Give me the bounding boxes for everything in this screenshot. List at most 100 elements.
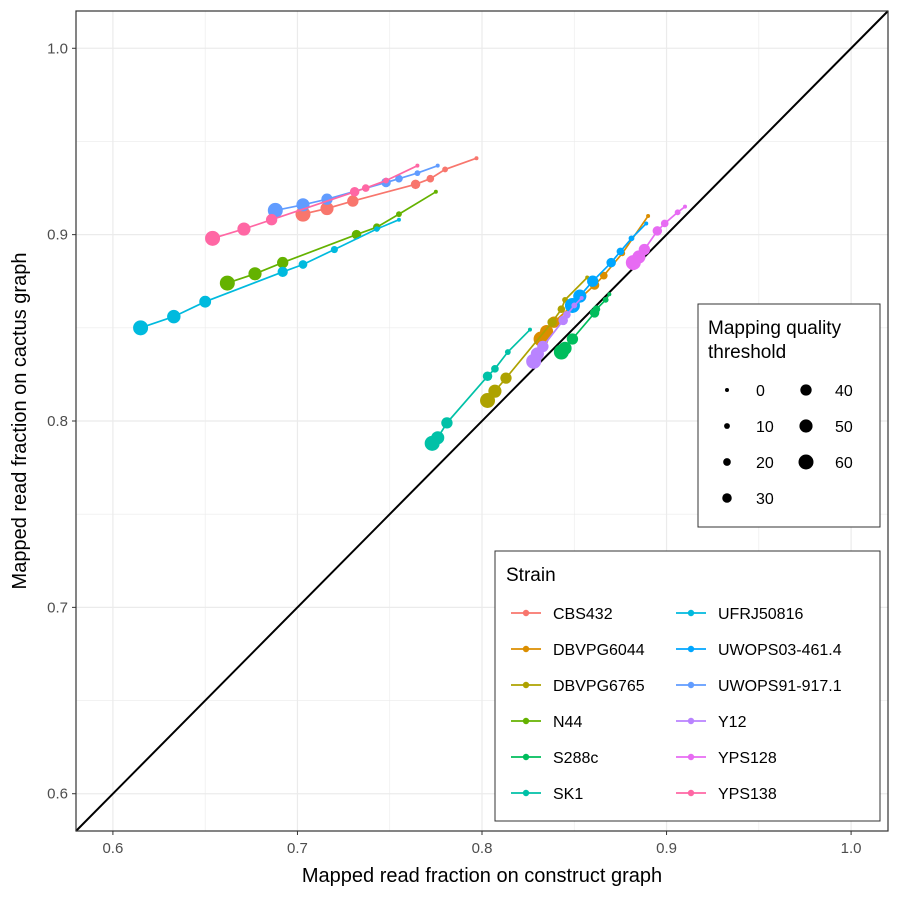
data-point (237, 222, 251, 236)
strain-legend-box (494, 550, 881, 822)
data-point (347, 195, 359, 207)
data-point (606, 257, 616, 268)
data-point (625, 255, 641, 271)
data-point (442, 166, 449, 173)
data-point (491, 364, 499, 373)
strain-legend-label: DBVPG6765 (553, 678, 645, 695)
data-point (330, 245, 338, 254)
data-point (571, 302, 578, 309)
strain-legend-label: YPS138 (718, 786, 777, 803)
data-point (474, 156, 479, 161)
strain-legend-dot (687, 609, 695, 617)
size-legend-label: 20 (756, 455, 774, 472)
y-tick-label: 1.0 (47, 40, 68, 57)
size-legend-label: 30 (756, 491, 774, 508)
size-legend-items: 0 10 20 30 40 50 60 (722, 383, 853, 508)
data-point (349, 187, 360, 197)
size-legend-title-line-1: Mapping quality (708, 318, 842, 339)
strain-legend-label: UFRJ50816 (718, 606, 803, 623)
data-point (441, 417, 453, 429)
strain-legend-dot (687, 681, 695, 689)
strain-legend-items: CBS432 DBVPG6044 DBVPG6765 N44 S288c SK1 UFRJ5… (511, 606, 842, 803)
strain-legend-label: YPS128 (718, 750, 777, 767)
data-point (435, 163, 440, 168)
y-tick-label: 0.9 (47, 227, 68, 244)
x-tick-label: 0.7 (287, 840, 308, 857)
data-point (133, 320, 149, 336)
x-axis-ticks: 0.6 0.7 0.8 0.9 1.0 (102, 831, 862, 857)
size-legend-title-line-2: threshold (708, 342, 786, 363)
data-point (674, 209, 681, 216)
data-point (480, 393, 496, 408)
strain-legend-entry: UWOPS91-917.1 (676, 678, 842, 695)
strain-legend-dot (687, 645, 695, 653)
strain-legend-label: S288c (553, 750, 598, 767)
strain-legend-entry: YPS138 (676, 786, 777, 803)
strain-legend: Strain CBS432 DBVPG6044 DBVPG6765 N44 S288c S… (494, 550, 881, 822)
x-axis-title: Mapped read fraction on construct graph (302, 865, 662, 887)
data-point (167, 309, 181, 324)
data-point (482, 371, 493, 382)
identity-line (75, 10, 889, 832)
data-point (646, 214, 651, 218)
data-point (415, 163, 420, 168)
data-point (396, 217, 401, 222)
data-point (414, 170, 421, 177)
data-point (579, 296, 584, 300)
data-point (527, 327, 532, 332)
size-legend-label: 40 (835, 383, 853, 400)
series-DBVPG6765 (480, 275, 590, 408)
data-point (557, 305, 566, 314)
data-point (205, 230, 221, 246)
strain-legend-entry: YPS128 (676, 750, 777, 767)
data-point (383, 177, 389, 184)
strain-legend-entry: CBS432 (511, 606, 613, 623)
data-point (683, 204, 687, 209)
data-point (248, 267, 262, 281)
strain-legend-dot (522, 717, 530, 725)
data-point (616, 247, 625, 256)
strain-legend-entry: DBVPG6765 (511, 678, 645, 695)
y-axis-ticks: 0.6 0.7 0.8 0.9 1.0 (47, 40, 76, 803)
series-S288c (553, 292, 612, 360)
data-point (277, 266, 288, 278)
strain-legend-label: N44 (553, 714, 582, 731)
series-UFRJ50816 (133, 217, 401, 336)
data-point (500, 372, 512, 384)
data-point (553, 344, 569, 360)
data-point (374, 226, 380, 232)
data-point (607, 292, 612, 297)
strain-legend-entry: UWOPS03-461.4 (676, 642, 842, 659)
data-point (410, 179, 421, 190)
x-tick-label: 0.8 (472, 840, 493, 857)
data-point (587, 275, 599, 287)
y-tick-label: 0.8 (47, 413, 68, 430)
strain-legend-dot (522, 645, 530, 653)
data-point (433, 189, 438, 194)
data-point (265, 214, 278, 226)
data-point (424, 435, 440, 451)
strain-legend-label: CBS432 (553, 606, 613, 623)
strain-legend-entry: DBVPG6044 (511, 642, 645, 659)
data-point (395, 174, 403, 183)
size-legend-key (725, 388, 729, 392)
size-legend-key (722, 493, 732, 503)
y-axis-title: Mapped read fraction on cactus graph (9, 253, 31, 590)
strain-legend-entry: SK1 (511, 786, 583, 803)
y-tick-label: 0.7 (47, 599, 68, 616)
data-point (652, 226, 663, 236)
strain-legend-dot (687, 753, 695, 761)
size-legend-label: 10 (756, 419, 774, 436)
data-point (644, 221, 649, 226)
strain-legend-dot (687, 717, 695, 725)
series-YPS138 (205, 163, 420, 246)
strain-legend-label: UWOPS91-917.1 (718, 678, 842, 695)
strain-legend-entry: N44 (511, 714, 582, 731)
strain-legend-label: DBVPG6044 (553, 642, 645, 659)
strain-legend-label: SK1 (553, 786, 583, 803)
data-point (660, 219, 669, 228)
data-point (602, 296, 609, 303)
size-legend-label: 50 (835, 419, 853, 436)
data-point (396, 211, 402, 218)
